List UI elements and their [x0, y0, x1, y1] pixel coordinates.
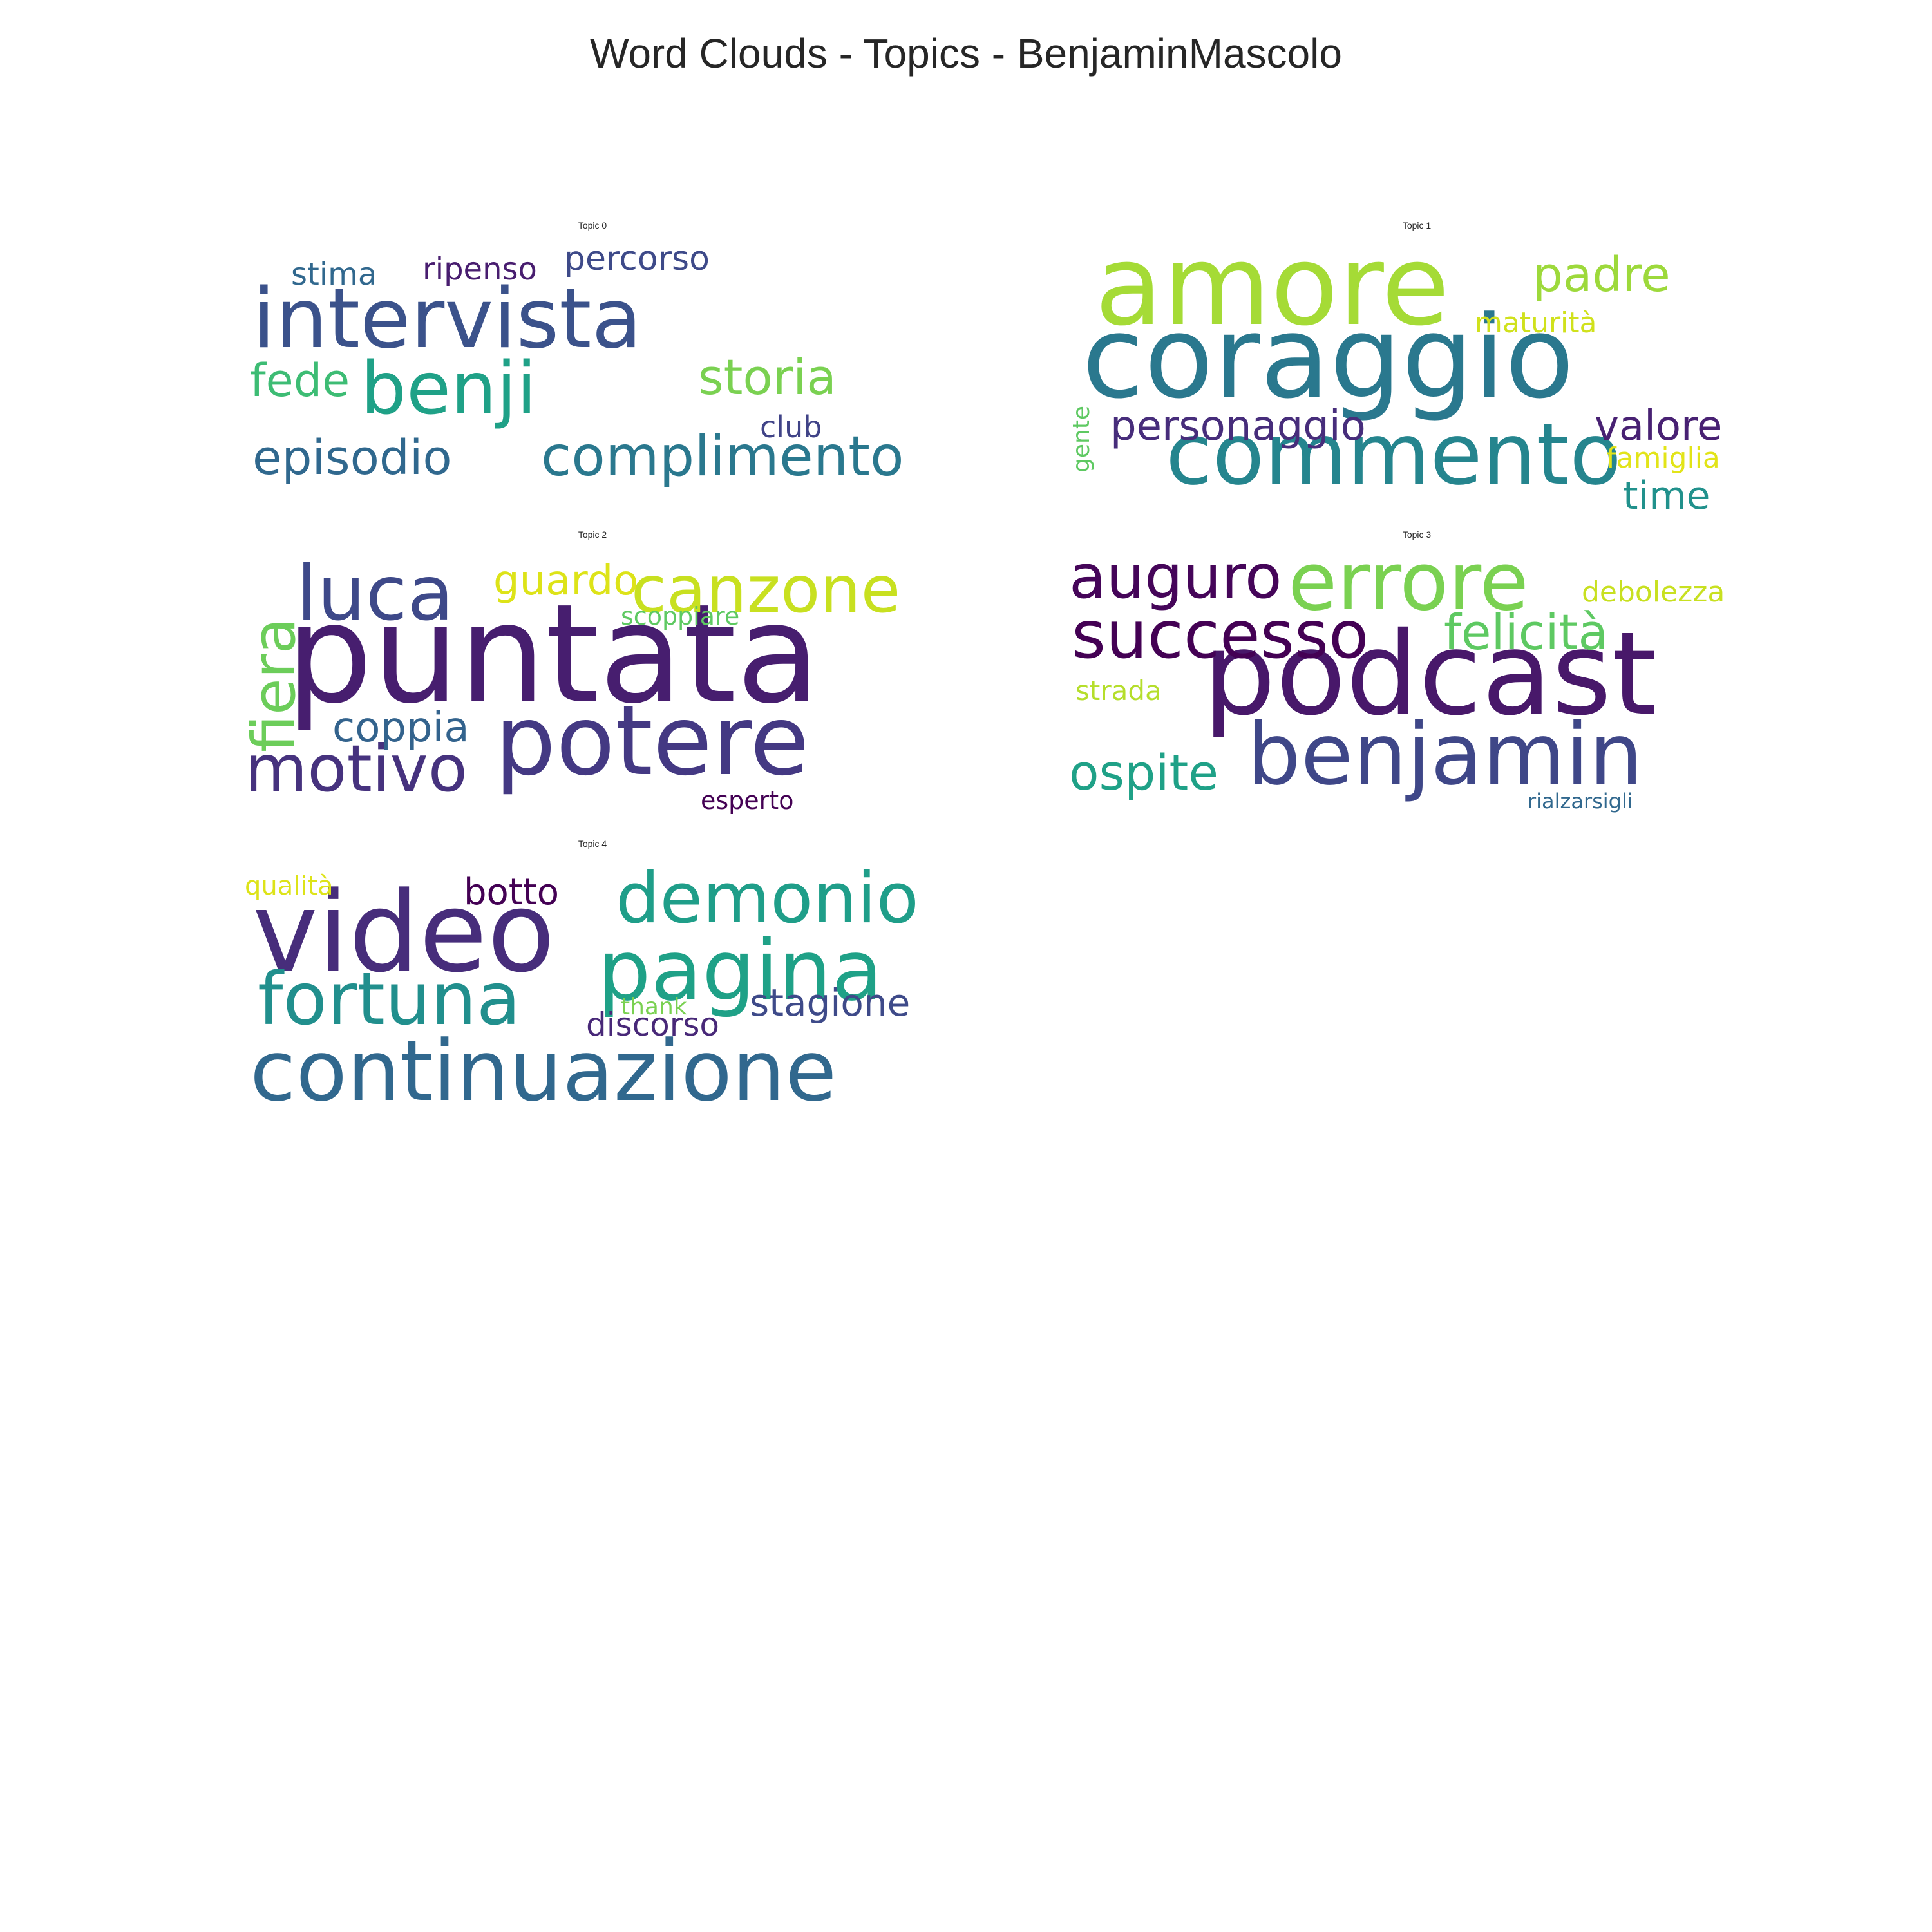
word-episodio: episodio — [252, 430, 452, 486]
word-valore: valore — [1595, 402, 1723, 450]
word-coraggio: coraggio — [1082, 292, 1575, 424]
word-canzone: canzone — [631, 552, 901, 627]
word-video: video — [252, 867, 555, 997]
topic-1-cloud: coraggio amore commento padre personaggi… — [1068, 231, 1765, 518]
word-rialzarsigli: rialzarsigli — [1528, 789, 1633, 813]
word-qualita: qualità — [245, 871, 334, 901]
word-botto: botto — [464, 871, 559, 913]
topic-0-panel: Topic 0 intervista benji complimento epi… — [245, 220, 940, 516]
word-amore: amore — [1095, 221, 1450, 350]
word-guardo: guardo — [493, 557, 639, 605]
topic-1-title: Topic 1 — [1402, 220, 1432, 231]
word-motivo: motivo — [245, 731, 468, 806]
topic-2-panel: Topic 2 puntata potere luca canzone fier… — [240, 529, 940, 826]
topic-3-cloud: podcast benjamin errore successo auguro … — [1069, 542, 1765, 826]
word-felicita: felicità — [1444, 603, 1609, 661]
topic-4-title: Topic 4 — [578, 838, 607, 849]
word-personaggio: personaggio — [1110, 402, 1366, 450]
word-debolezza: debolezza — [1582, 576, 1725, 609]
word-club: club — [760, 410, 822, 444]
topic-4-cloud: video continuazione pagina demonio fortu… — [245, 858, 940, 1135]
word-auguro: auguro — [1069, 542, 1282, 612]
word-gente: gente — [1068, 405, 1095, 473]
word-esperto: esperto — [701, 786, 794, 815]
word-podcast: podcast — [1203, 607, 1657, 741]
word-maturita: maturità — [1475, 307, 1597, 339]
word-complimento: complimento — [541, 424, 904, 489]
word-commento: commento — [1166, 405, 1622, 504]
topic-0-title: Topic 0 — [578, 220, 607, 231]
word-storia: storia — [698, 348, 837, 406]
word-puntata: puntata — [286, 574, 820, 734]
word-ripenso: ripenso — [422, 251, 537, 287]
word-percorso: percorso — [564, 240, 710, 278]
topic-3-title: Topic 3 — [1402, 529, 1432, 540]
word-intervista: intervista — [252, 271, 642, 367]
word-benjamin: benjamin — [1247, 705, 1643, 804]
word-benji: benji — [361, 347, 537, 431]
topic-4-panel: Topic 4 video continuazione pagina demon… — [245, 838, 940, 1135]
word-time: time — [1623, 473, 1710, 518]
word-thank: thank — [621, 994, 687, 1020]
word-demonio: demonio — [616, 858, 919, 939]
topic-0-cloud: intervista benji complimento episodio st… — [245, 240, 940, 516]
word-discorso: discorso — [586, 1006, 719, 1043]
word-continuazione: continuazione — [250, 1022, 837, 1120]
word-fede: fede — [250, 354, 350, 407]
word-strada: strada — [1075, 675, 1162, 706]
word-pagina: pagina — [598, 922, 883, 1019]
page-title: Word Clouds - Topics - BenjaminMascolo — [590, 30, 1342, 77]
word-stagione: stagione — [750, 981, 911, 1025]
word-potere: potere — [495, 685, 810, 797]
topic-1-panel: Topic 1 coraggio amore commento padre pe… — [1068, 220, 1765, 518]
word-errore: errore — [1288, 536, 1529, 629]
word-stima: stima — [291, 256, 377, 292]
word-famiglia: famiglia — [1606, 442, 1720, 475]
word-coppia: coppia — [332, 704, 469, 752]
topic-2-title: Topic 2 — [578, 529, 607, 540]
word-successo: successo — [1072, 597, 1369, 674]
word-fortuna: fortuna — [258, 958, 521, 1041]
word-padre: padre — [1533, 247, 1671, 303]
topic-3-panel: Topic 3 podcast benjamin errore successo… — [1069, 529, 1765, 826]
word-ospite: ospite — [1069, 744, 1219, 801]
topic-2-cloud: puntata potere luca canzone fiera motivo… — [240, 549, 940, 826]
word-scoppiare: scoppiare — [621, 602, 740, 630]
word-luca: luca — [296, 549, 454, 638]
